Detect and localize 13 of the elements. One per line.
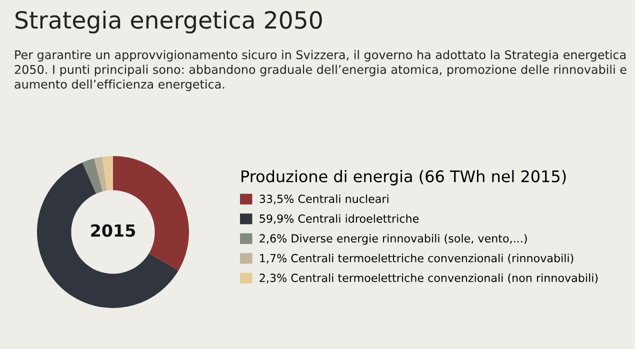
legend-label: 33,5% Centrali nucleari xyxy=(260,194,388,204)
legend-label: 2,3% Centrali termoelettriche convenzionali (non rinnovabili) xyxy=(260,273,598,284)
legend-label: 2,6% Diverse energie rinnovabili (sole, vento,...) xyxy=(260,234,527,245)
text: 2015 xyxy=(91,224,136,237)
donut-slice xyxy=(102,156,113,191)
legend-title: Produzione di energia (66 TWh nel 2015) xyxy=(242,170,566,186)
donut-slice xyxy=(82,158,103,194)
chart-title: Strategia energetica 2050 xyxy=(16,10,322,34)
donut-slice xyxy=(37,162,178,308)
chart-subtitle: Per garantire un approvvigionamento sicuro in Svizzera, il governo ha adottato la Strategia energetica 2050. I punti principali sono: abbandono graduale dell’energia atomica, promozione delle rinnovabili e aumento dell’efficienza energetica. xyxy=(14,50,626,92)
legend-label: 59,9% Centrali idroelettriche xyxy=(260,214,419,224)
donut-slice xyxy=(94,156,107,192)
legend-label: 1,7% Centrali termoelettriche convenzionali (rinnovabili) xyxy=(260,254,574,264)
